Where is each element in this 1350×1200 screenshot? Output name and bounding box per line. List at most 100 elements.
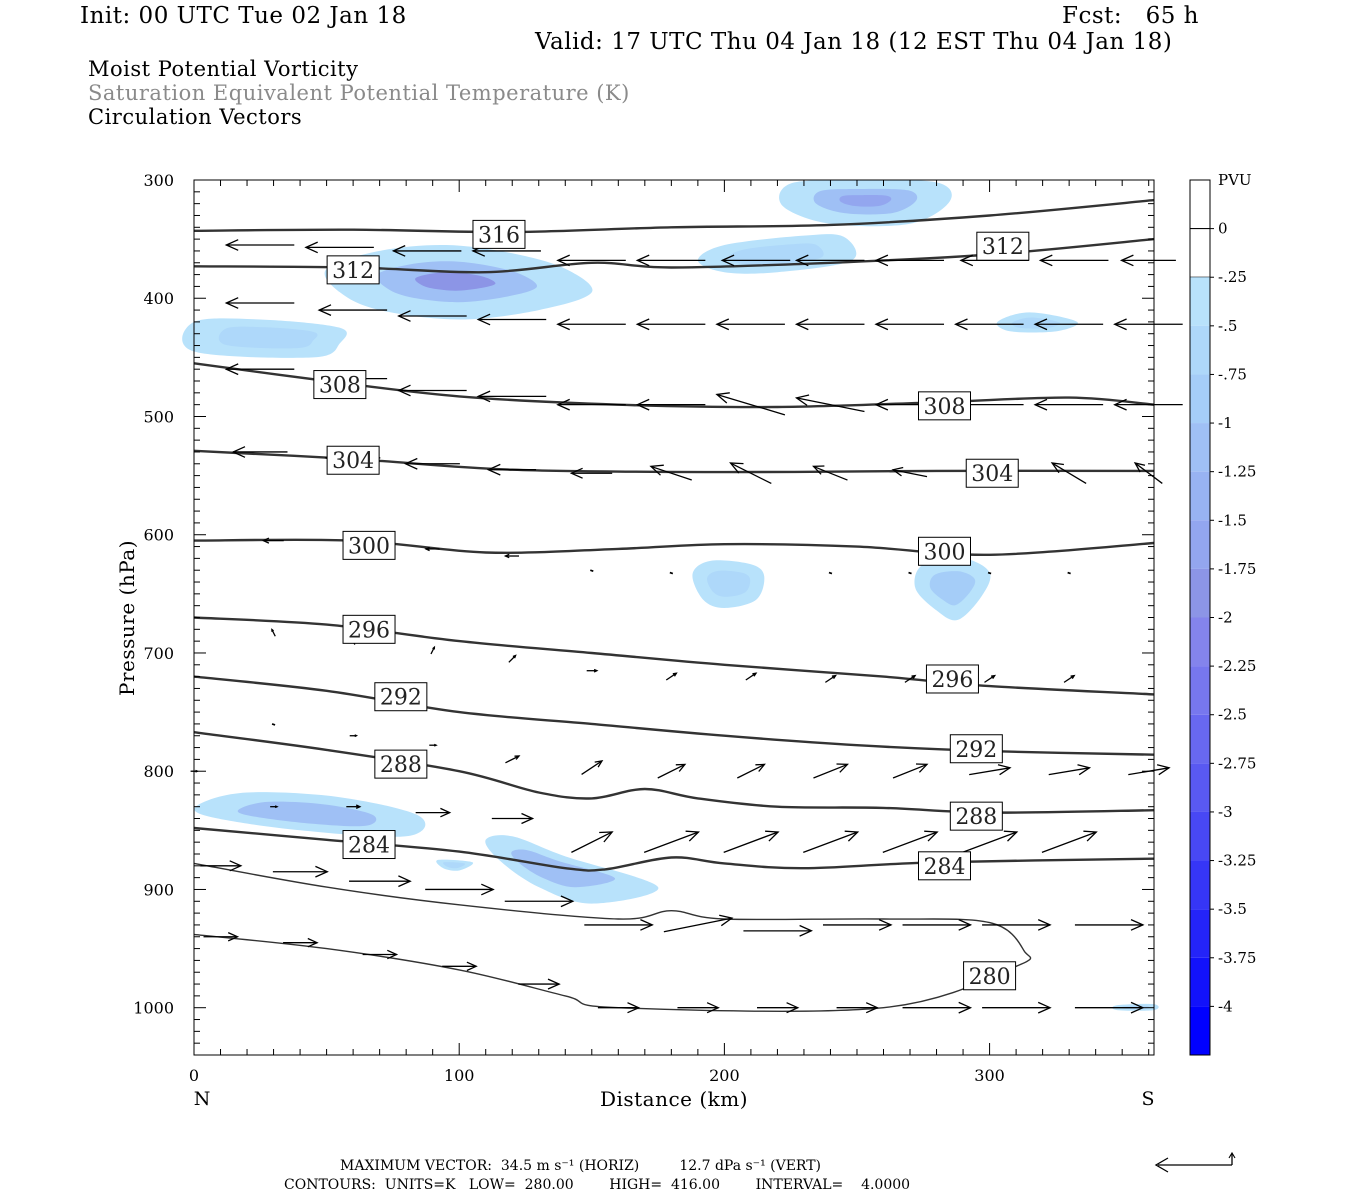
- vector-arrow: [874, 318, 945, 331]
- vector-arrow: [391, 245, 462, 257]
- svg-text:284: 284: [348, 834, 390, 859]
- y-tick-label: 900: [143, 880, 174, 899]
- vector-arrow: [982, 1001, 1052, 1014]
- vector-arrow: [1119, 254, 1176, 267]
- vector-arrow: [745, 672, 758, 681]
- vector-arrow: [743, 924, 813, 937]
- vector-arrow: [715, 392, 786, 416]
- colorbar-cell: [1190, 374, 1210, 424]
- colorbar-level-label: -3: [1218, 803, 1233, 821]
- mpv-max-upper-left: [415, 272, 496, 291]
- y-axis-label: Pressure (hPa): [115, 540, 139, 696]
- vector-arrow: [1074, 1001, 1145, 1014]
- colorbar-cell: [1190, 471, 1210, 521]
- colorbar-level-label: -2: [1218, 609, 1233, 627]
- mpv-core-upper-right: [1011, 317, 1061, 329]
- vector-arrow: [836, 1002, 879, 1014]
- forecast-hour: Fcst: 65 h: [1062, 3, 1199, 29]
- vector-arrow: [283, 937, 319, 948]
- vector-arrow: [272, 865, 329, 878]
- colorbar-level-label: -.75: [1218, 365, 1247, 383]
- colorbar-cell: [1189, 179, 1211, 230]
- svg-text:312: 312: [982, 235, 1024, 260]
- vector-arrow: [954, 318, 1024, 331]
- vector-arrow: [874, 254, 945, 267]
- colorbar-cell: [1190, 909, 1210, 958]
- svg-text:316: 316: [478, 223, 520, 248]
- colorbar: PVU 0 -.25 -.5 -.75 -1 -1.25 -1.5 -1.75 -2 -2.25 -2…: [1189, 171, 1256, 1056]
- vector-arrow: [270, 805, 279, 809]
- contour-label-284: 284: [917, 851, 971, 881]
- vector-arrow: [720, 254, 791, 267]
- contour-label-312: 312: [976, 231, 1030, 261]
- vector-arrow: [556, 398, 626, 411]
- contour-label-280: 280: [963, 961, 1017, 991]
- field-title-vectors: Circulation Vectors: [88, 105, 303, 129]
- colorbar-title: PVU: [1218, 171, 1252, 189]
- vector-arrow: [203, 932, 240, 942]
- vector-arrow: [349, 875, 412, 888]
- contour-316: [193, 198, 1155, 234]
- vector-arrow: [813, 763, 849, 779]
- contour-296: [193, 616, 1155, 696]
- vector-arrow: [590, 569, 594, 573]
- vector-arrow: [1041, 830, 1098, 853]
- svg-text:288: 288: [955, 805, 997, 830]
- colorbar-level-label: -1.25: [1218, 463, 1256, 481]
- vector-arrow: [891, 466, 928, 478]
- vector-arrow: [663, 914, 734, 933]
- colorbar-cell: [1190, 1006, 1210, 1055]
- vector-arrow: [224, 363, 295, 376]
- colorbar-level-label: -.5: [1218, 317, 1237, 335]
- colorbar-level-label: -2.75: [1218, 754, 1256, 772]
- vector-arrow: [657, 763, 687, 779]
- vector-arrow: [571, 831, 614, 853]
- vector-arrow: [429, 743, 438, 747]
- vector-arrow: [476, 390, 547, 403]
- vector-arrow: [643, 830, 700, 853]
- vector-arrow: [486, 463, 537, 476]
- contour-label-288: 288: [949, 801, 1003, 831]
- mpv-core-left-edge-420: [218, 326, 318, 349]
- vector-arrow: [904, 674, 917, 683]
- vector-arrow: [794, 318, 865, 331]
- colorbar-cell: [1190, 714, 1210, 764]
- vector-arrow: [397, 310, 467, 322]
- vector-arrow: [317, 304, 388, 316]
- y-tick-label: 1000: [133, 999, 174, 1018]
- vector-arrow: [969, 764, 1012, 776]
- field-title-theta-es: Saturation Equivalent Potential Temperat…: [88, 81, 630, 105]
- svg-text:288: 288: [380, 753, 422, 778]
- vector-arrow: [581, 760, 604, 776]
- vector-arrow: [723, 830, 780, 853]
- vector-arrow: [556, 318, 626, 331]
- x-end-label-left: N: [194, 1088, 211, 1110]
- vector-arrow: [569, 467, 613, 479]
- colorbar-cell: [1190, 325, 1210, 375]
- vector-arrow: [425, 883, 495, 896]
- contour-info: CONTOURS: UNITS=K LOW= 280.00 HIGH= 416.…: [284, 1177, 911, 1193]
- vector-arrow: [737, 763, 766, 779]
- vector-arrow: [902, 1001, 973, 1014]
- contour-label-304: 304: [965, 458, 1019, 488]
- vector-arrow: [1074, 919, 1145, 931]
- colorbar-level-label: -3.75: [1218, 949, 1256, 967]
- x-tick-label: 100: [444, 1066, 475, 1085]
- colorbar-cell: [1190, 520, 1210, 569]
- colorbar-cell: [1190, 277, 1210, 326]
- vector-arrow: [349, 734, 359, 738]
- svg-text:308: 308: [319, 374, 361, 399]
- vector-arrow: [669, 571, 674, 575]
- x-tick-label: 300: [974, 1066, 1005, 1085]
- vector-arrow: [635, 318, 706, 331]
- vector-arrow: [597, 1002, 641, 1014]
- vector-arrow: [1033, 398, 1104, 411]
- vector-arrow: [803, 830, 860, 853]
- x-axis-label: Distance (km): [600, 1087, 748, 1111]
- y-tick-label: 600: [143, 526, 174, 545]
- contour-label-layer: 316 312 312 308 308 304 304 300 300 296 296 292 292 2…: [313, 219, 1030, 991]
- mpv-core-low-small: [443, 862, 466, 869]
- svg-text:300: 300: [348, 534, 390, 559]
- mpv-shading-layer: [182, 179, 1159, 1011]
- colorbar-cell: [1190, 568, 1210, 618]
